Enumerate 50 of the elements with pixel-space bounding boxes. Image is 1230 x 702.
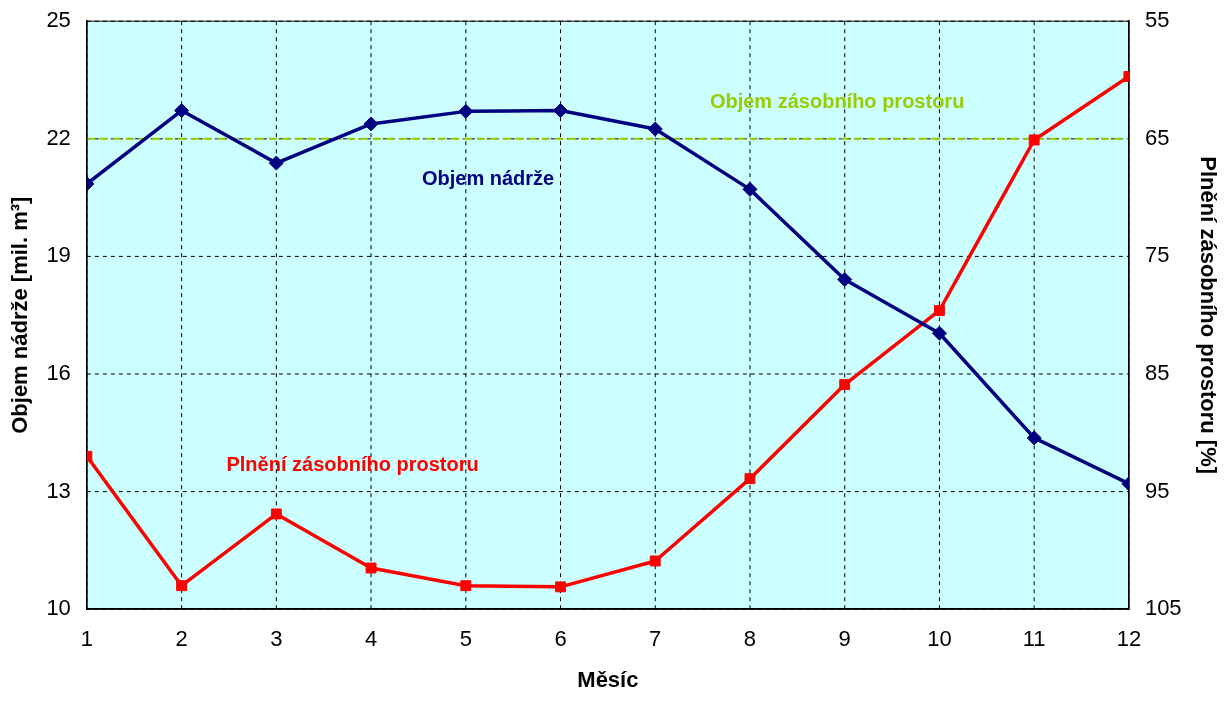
x-tick-label: 5 [459, 626, 472, 652]
y-tick-label: 19 [46, 242, 71, 268]
y-axis-title: Objem nádrže [mil. m³] [7, 196, 33, 434]
x-axis-title: Měsíc [577, 666, 639, 692]
y-tick-label: 10 [46, 595, 71, 621]
point [837, 272, 853, 288]
point [931, 325, 947, 341]
y2-tick-label: 75 [1144, 242, 1170, 268]
x-tick-label: 8 [743, 626, 757, 652]
point [649, 555, 661, 567]
text: Objem nádrže [421, 167, 555, 190]
x-tick-label: 6 [554, 626, 567, 652]
point [647, 121, 663, 137]
point [1028, 134, 1040, 146]
x-tick-label: 4 [364, 626, 378, 652]
y-tick-label: 16 [46, 360, 71, 386]
y2-tick-label: 85 [1144, 360, 1170, 386]
x-tick-label: 2 [175, 626, 188, 652]
ref-line-label: Objem zásobního prostoru [709, 90, 965, 113]
point [553, 103, 569, 119]
point [460, 580, 472, 592]
point [744, 473, 756, 485]
x-tick-label: 1 [80, 626, 93, 652]
point [268, 155, 284, 171]
x-tick-label: 10 [927, 626, 952, 652]
y2-tick-label: 105 [1144, 595, 1182, 621]
point [363, 116, 379, 132]
text: Plnění zásobního prostoru [226, 452, 479, 475]
x-tick-label: 3 [270, 626, 283, 652]
point [742, 181, 758, 197]
point [365, 562, 377, 574]
point [1026, 430, 1042, 446]
x-tick-label: 11 [1022, 626, 1046, 652]
y2-tick-label: 95 [1144, 477, 1170, 503]
x-tick-label: 7 [649, 626, 662, 652]
point [839, 379, 851, 391]
point [458, 103, 474, 119]
point [933, 305, 945, 316]
x-tick-label: 9 [838, 626, 851, 652]
x-tick-label: 12 [1116, 626, 1142, 652]
point [555, 581, 566, 593]
y-tick-label: 25 [46, 7, 71, 33]
point [270, 508, 282, 520]
y-tick-label: 22 [46, 124, 71, 150]
y2-tick-label: 55 [1144, 7, 1170, 33]
y-tick-label: 13 [46, 477, 71, 503]
point [174, 103, 190, 119]
y2-axis-title: Plnění zásobního prostoru [%] [1195, 156, 1221, 475]
point [176, 580, 188, 592]
y2-tick-label: 65 [1144, 124, 1170, 150]
